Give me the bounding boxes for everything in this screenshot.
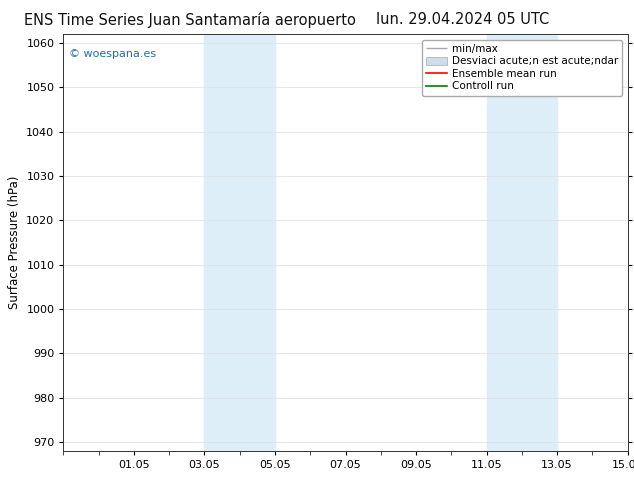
Y-axis label: Surface Pressure (hPa): Surface Pressure (hPa) — [8, 176, 21, 309]
Bar — [204, 34, 240, 451]
Bar — [487, 34, 522, 451]
Text: © woespana.es: © woespana.es — [69, 49, 156, 59]
Bar — [522, 34, 557, 451]
Text: ENS Time Series Juan Santamaría aeropuerto: ENS Time Series Juan Santamaría aeropuer… — [24, 12, 356, 28]
Legend: min/max, Desviaci acute;n est acute;ndar, Ensemble mean run, Controll run: min/max, Desviaci acute;n est acute;ndar… — [422, 40, 623, 96]
Text: lun. 29.04.2024 05 UTC: lun. 29.04.2024 05 UTC — [376, 12, 550, 27]
Bar — [240, 34, 275, 451]
